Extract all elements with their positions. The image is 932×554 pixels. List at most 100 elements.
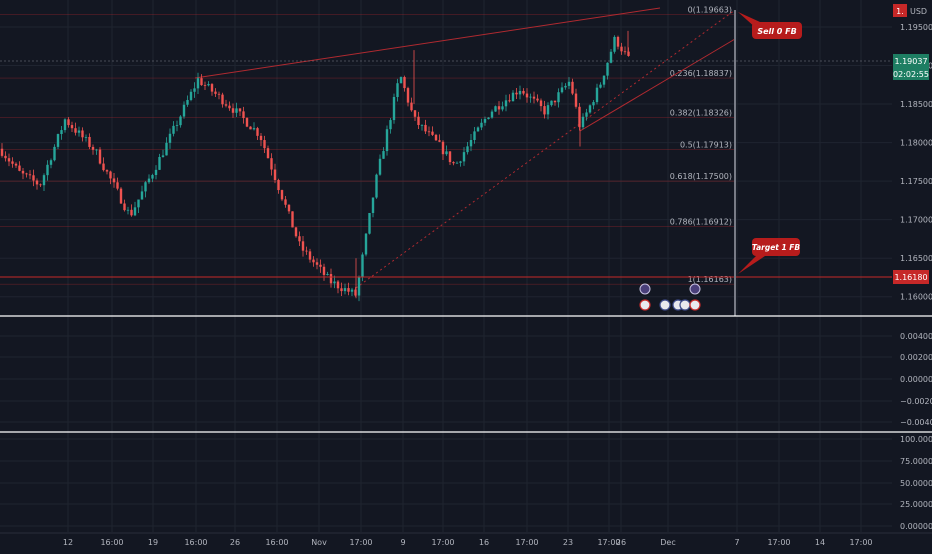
candle-body <box>119 188 123 204</box>
candle-body <box>231 108 235 113</box>
target-callout-box <box>752 238 800 256</box>
candlesticks <box>0 30 630 302</box>
candle-body <box>301 241 305 251</box>
candle-body <box>63 119 67 131</box>
candle-body <box>224 104 228 106</box>
level-price-tag[interactable]: 1.16180 <box>893 270 929 284</box>
event-icon[interactable] <box>689 283 701 295</box>
fib-anchor-line[interactable] <box>355 9 736 289</box>
candle-body <box>186 99 189 105</box>
candle-body <box>112 178 116 183</box>
countdown-box <box>893 68 929 80</box>
candle-body <box>168 133 172 143</box>
candle-body <box>574 93 578 107</box>
event-icon[interactable] <box>639 283 651 295</box>
fibonacci-retracement[interactable]: 0(1.19663) 0.236(1.18837) 0.382(1.18326) 0.… <box>0 5 735 285</box>
candle-body <box>347 288 350 292</box>
candle-body <box>413 110 417 117</box>
current-price-tag[interactable]: 1.19037 02:02:55 <box>893 54 929 80</box>
indicator-1-axis[interactable]: 0.00400 0.00200 0.00000 −0.00200 −0.00400 <box>900 332 932 427</box>
time-tick-label: 26 <box>616 538 626 547</box>
candle-body <box>266 148 270 159</box>
top-price-tag[interactable]: 1. USD <box>893 4 927 17</box>
wedge-upper-line[interactable] <box>194 7 661 79</box>
fib-level-label: 0.5(1.17913) <box>680 140 732 149</box>
economic-event-icons[interactable] <box>639 283 701 311</box>
candle-body <box>448 151 452 163</box>
candle-body <box>238 108 242 112</box>
target-callout-label: Target 1 FB <box>752 243 801 252</box>
candle-body <box>581 116 585 128</box>
candle-body <box>616 36 620 47</box>
candle-body <box>525 93 529 98</box>
candle-body <box>368 212 371 234</box>
candle-body <box>518 90 522 95</box>
candle-body <box>553 100 557 103</box>
wedge-lower-line[interactable] <box>579 38 736 132</box>
rising-wedge-trendlines[interactable] <box>194 7 736 289</box>
candle-body <box>42 175 46 186</box>
candle-body <box>340 288 343 292</box>
candle-body <box>291 211 294 228</box>
candle-body <box>298 236 301 242</box>
candle-body <box>522 90 525 94</box>
level-price-text: 1.16180 <box>894 273 927 282</box>
candle-body <box>620 46 623 52</box>
time-tick-label: 16:00 <box>100 538 123 547</box>
candle-body <box>35 180 39 185</box>
candle-body <box>403 77 406 89</box>
indicator-2-tick-label: 0.00000 <box>900 522 932 531</box>
target-callout-pointer <box>738 252 765 274</box>
candle-body <box>399 77 403 84</box>
candle-body <box>431 131 434 135</box>
candle-body <box>154 169 158 176</box>
candle-body <box>172 125 175 134</box>
time-tick-label: 19 <box>148 538 158 547</box>
candle-body <box>480 122 483 128</box>
candle-body <box>476 127 480 132</box>
price-tick-label: 1.16500 <box>900 254 932 263</box>
indicator-2-tick-label: 75.00000 <box>900 457 932 466</box>
candle-body <box>242 111 245 119</box>
candle-body <box>560 87 564 93</box>
fib-level-label: 0.618(1.17500) <box>670 172 732 181</box>
sell-callout[interactable]: Sell 0 FB <box>738 12 802 39</box>
candle-body <box>588 105 592 113</box>
candle-body <box>18 165 21 171</box>
candle-body <box>361 254 364 277</box>
candle-body <box>105 170 109 172</box>
time-axis[interactable]: 12 16:00 19 16:00 26 16:00 Nov 17:00 9 17:00 16 17:… <box>0 532 932 547</box>
candle-body <box>245 118 249 127</box>
candle-body <box>88 136 91 147</box>
candle-body <box>406 88 410 103</box>
candle-body <box>375 174 378 198</box>
candle-body <box>280 190 284 200</box>
indicator-1-tick-label: 0.00200 <box>900 353 932 362</box>
candle-body <box>571 81 574 94</box>
candle-body <box>319 264 322 267</box>
event-icon[interactable] <box>659 299 671 311</box>
event-icon[interactable] <box>689 299 701 311</box>
candle-body <box>410 102 413 111</box>
candle-body <box>25 173 28 175</box>
target-callout[interactable]: Target 1 FB <box>738 238 800 274</box>
candle-body <box>81 130 84 138</box>
time-tick-label: 17:00 <box>597 538 620 547</box>
candle-body <box>123 203 126 211</box>
candle-body <box>95 149 98 151</box>
candle-body <box>305 250 308 252</box>
candle-body <box>357 276 361 296</box>
candle-body <box>77 130 81 133</box>
candle-body <box>343 288 347 292</box>
candle-body <box>420 124 424 126</box>
indicator-2-axis[interactable]: 100.00000 75.00000 50.00000 25.00000 0.00000 <box>900 435 932 531</box>
event-icon[interactable] <box>639 299 651 311</box>
candle-body <box>532 96 536 99</box>
fib-level-label: 0(1.19663) <box>688 5 732 14</box>
indicator-1-tick-label: 0.00000 <box>900 375 932 384</box>
candle-body <box>116 182 119 189</box>
event-icon[interactable] <box>679 299 691 311</box>
price-tick-label: 1.18000 <box>900 139 932 148</box>
